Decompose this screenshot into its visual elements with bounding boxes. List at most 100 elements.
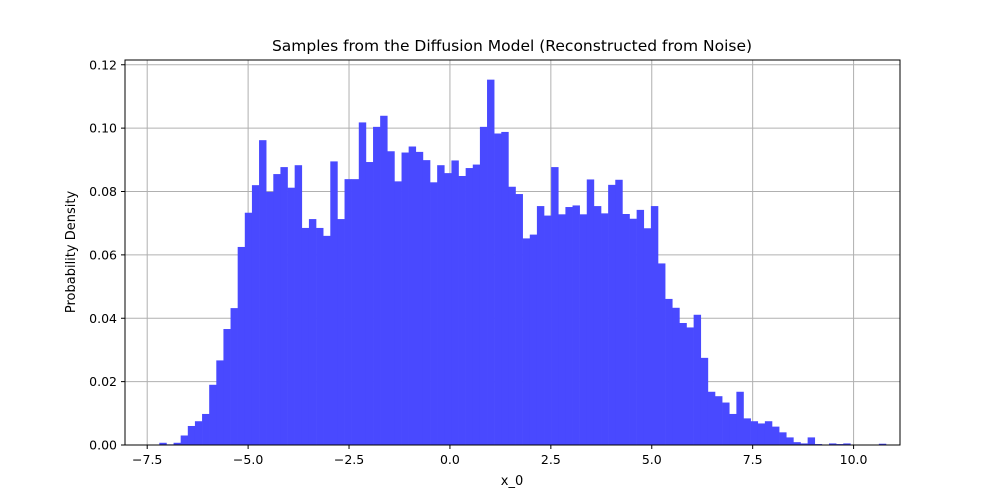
y-tick-label: 0.08: [89, 184, 117, 199]
histogram-bar: [251, 185, 260, 445]
histogram-bar: [722, 402, 730, 445]
histogram-bar: [715, 396, 723, 445]
histogram-bar: [380, 115, 388, 446]
histogram-bar: [180, 435, 189, 445]
histogram-bar: [565, 207, 573, 445]
histogram-bar: [779, 432, 787, 445]
histogram-bar: [202, 413, 210, 445]
histogram-bar: [330, 161, 338, 445]
histogram-bar: [373, 126, 381, 446]
histogram-bar: [579, 214, 588, 445]
histogram-bar: [465, 168, 474, 446]
histogram-bar: [750, 421, 759, 445]
histogram-bar: [487, 79, 495, 446]
histogram-bar: [387, 151, 395, 445]
histogram-bar: [672, 307, 680, 445]
histogram-bar: [259, 140, 267, 446]
histogram-bar: [679, 323, 687, 445]
histogram-bar: [194, 421, 203, 445]
histogram-bar: [544, 215, 552, 445]
x-ticks: −7.5 −5.0 −2.5 0.0 2.5 5.0 7.5 10.0: [132, 445, 868, 467]
histogram-bar: [593, 206, 602, 445]
y-ticks: 0.00 0.02 0.04 0.06 0.08 0.10 0.12: [89, 57, 125, 453]
histogram-bar: [237, 246, 246, 445]
histogram-bar: [430, 182, 438, 445]
histogram-bar: [608, 184, 616, 445]
histogram-bar: [223, 329, 231, 445]
histogram-bar: [230, 308, 238, 445]
histogram-bar: [586, 179, 595, 445]
histogram-bar: [408, 146, 417, 445]
y-tick-label: 0.12: [89, 57, 117, 72]
histogram-bar: [622, 214, 630, 445]
histogram-bar: [365, 162, 374, 445]
histogram-bar: [244, 212, 253, 445]
histogram-bar: [444, 173, 452, 445]
histogram-bar: [736, 391, 744, 445]
histogram-bar: [772, 426, 780, 445]
histogram-bar: [401, 152, 409, 445]
histogram-bar: [629, 218, 637, 445]
histogram-bar: [636, 209, 645, 445]
y-tick-label: 0.06: [89, 247, 117, 262]
x-tick-label: −2.5: [334, 452, 364, 467]
histogram-bar: [700, 357, 709, 445]
histogram-bar: [693, 314, 702, 445]
histogram-bar: [415, 151, 424, 445]
histogram-bar: [658, 263, 666, 445]
histogram-bar: [422, 160, 431, 445]
x-tick-label: 7.5: [743, 452, 763, 467]
chart-title: Samples from the Diffusion Model (Recons…: [272, 37, 752, 55]
bars-layer: [159, 79, 887, 446]
histogram-bar: [479, 126, 488, 446]
y-tick-label: 0.04: [89, 311, 117, 326]
histogram-bar: [536, 206, 545, 445]
x-axis-label: x_0: [501, 474, 523, 489]
histogram-bar: [601, 213, 609, 445]
histogram-bar: [216, 360, 224, 445]
histogram-bar: [323, 235, 331, 445]
histogram-bar: [301, 227, 310, 445]
histogram-bar: [643, 228, 652, 445]
histogram-bar: [316, 227, 324, 445]
histogram-bar: [522, 238, 531, 445]
y-tick-label: 0.00: [89, 438, 117, 453]
histogram-bar: [793, 442, 801, 445]
histogram-bar: [458, 175, 466, 446]
histogram-bar: [764, 421, 773, 445]
y-tick-label: 0.02: [89, 374, 117, 389]
histogram-bar: [344, 179, 352, 445]
x-tick-label: 2.5: [541, 452, 561, 467]
histogram-bar: [665, 298, 673, 445]
histogram-bar: [807, 437, 816, 445]
histogram-bar: [650, 206, 659, 445]
histogram-bar: [515, 194, 523, 445]
histogram-bar: [294, 165, 303, 445]
histogram-bar: [729, 413, 737, 445]
histogram-bar: [843, 443, 851, 445]
histogram-bar: [878, 443, 887, 445]
x-tick-label: 5.0: [642, 452, 662, 467]
x-tick-label: −7.5: [132, 452, 162, 467]
histogram-bar: [786, 437, 794, 445]
histogram-bar: [551, 167, 559, 445]
histogram-bar: [266, 191, 274, 445]
x-tick-label: 10.0: [840, 452, 868, 467]
histogram-bar: [273, 174, 281, 445]
histogram-bar: [686, 327, 694, 445]
histogram-bar: [351, 179, 360, 445]
histogram-bar: [209, 384, 217, 445]
histogram-bar: [358, 122, 367, 446]
histogram-bar: [508, 186, 516, 445]
histogram-bar: [308, 219, 317, 445]
histogram-bar: [287, 187, 295, 445]
histogram-bar: [558, 214, 566, 445]
histogram-bar: [451, 160, 459, 445]
histogram-bar: [337, 219, 345, 445]
plot-frame: [124, 59, 901, 446]
histogram-bar: [572, 205, 580, 445]
histogram-bar: [501, 131, 509, 445]
histogram-bar: [472, 164, 481, 445]
histogram-bar: [829, 443, 837, 445]
